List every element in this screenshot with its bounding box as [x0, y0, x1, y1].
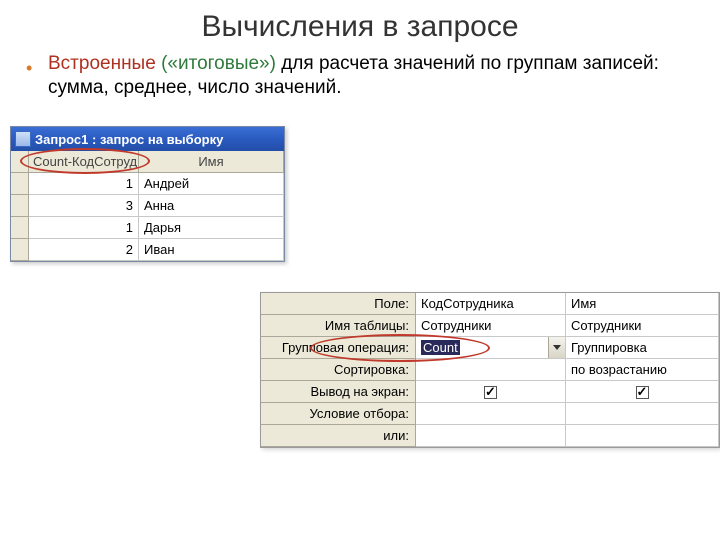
- col-header-name[interactable]: Имя: [139, 151, 284, 173]
- criteria-col2[interactable]: [566, 403, 719, 425]
- label-show: Вывод на экран:: [261, 381, 416, 403]
- window-title: Запрос1 : запрос на выборку: [35, 132, 223, 147]
- label-table: Имя таблицы:: [261, 315, 416, 337]
- cell-name[interactable]: Дарья: [139, 217, 284, 239]
- row-selector-header[interactable]: [11, 151, 29, 173]
- or-col2[interactable]: [566, 425, 719, 447]
- label-sort: Сортировка:: [261, 359, 416, 381]
- or-col1[interactable]: [416, 425, 566, 447]
- emph-paren: («итоговые»): [161, 53, 276, 74]
- checkbox-icon[interactable]: [484, 386, 497, 399]
- sort-col2[interactable]: по возрастанию: [566, 359, 719, 381]
- cell-count[interactable]: 3: [29, 195, 139, 217]
- label-field: Поле:: [261, 293, 416, 315]
- slide-body: • Встроенные («итоговые») для расчета зн…: [48, 52, 690, 100]
- emph-builtin: Встроенные: [48, 53, 156, 74]
- row-selector[interactable]: [11, 239, 29, 261]
- criteria-col1[interactable]: [416, 403, 566, 425]
- cell-count[interactable]: 1: [29, 217, 139, 239]
- groupop-value: Count: [421, 340, 460, 355]
- bullet-icon: •: [26, 57, 32, 80]
- query-design-grid: Поле: КодСотрудника Имя Имя таблицы: Сот…: [260, 292, 720, 448]
- row-selector[interactable]: [11, 173, 29, 195]
- cell-count[interactable]: 1: [29, 173, 139, 195]
- title-bar[interactable]: Запрос1 : запрос на выборку: [11, 127, 284, 151]
- query-icon: [15, 131, 31, 147]
- show-col2[interactable]: [566, 381, 719, 403]
- cell-name[interactable]: Андрей: [139, 173, 284, 195]
- sort-col1[interactable]: [416, 359, 566, 381]
- slide-title: Вычисления в запросе: [0, 10, 720, 44]
- dropdown-icon[interactable]: [548, 337, 565, 358]
- groupop-col1[interactable]: Count: [416, 337, 566, 359]
- table-col1[interactable]: Сотрудники: [416, 315, 566, 337]
- label-groupop: Групповая операция:: [261, 337, 416, 359]
- query-result-window: Запрос1 : запрос на выборку Count-КодСот…: [10, 126, 285, 262]
- field-col2[interactable]: Имя: [566, 293, 719, 315]
- row-selector[interactable]: [11, 217, 29, 239]
- table-col2[interactable]: Сотрудники: [566, 315, 719, 337]
- row-selector[interactable]: [11, 195, 29, 217]
- label-or: или:: [261, 425, 416, 447]
- checkbox-icon[interactable]: [636, 386, 649, 399]
- groupop-col2[interactable]: Группировка: [566, 337, 719, 359]
- cell-name[interactable]: Иван: [139, 239, 284, 261]
- cell-count[interactable]: 2: [29, 239, 139, 261]
- field-col1[interactable]: КодСотрудника: [416, 293, 566, 315]
- col-header-count[interactable]: Count-КодСотруд: [29, 151, 139, 173]
- label-criteria: Условие отбора:: [261, 403, 416, 425]
- result-grid: Count-КодСотруд Имя 1 Андрей 3 Анна 1 Да…: [11, 151, 284, 261]
- cell-name[interactable]: Анна: [139, 195, 284, 217]
- show-col1[interactable]: [416, 381, 566, 403]
